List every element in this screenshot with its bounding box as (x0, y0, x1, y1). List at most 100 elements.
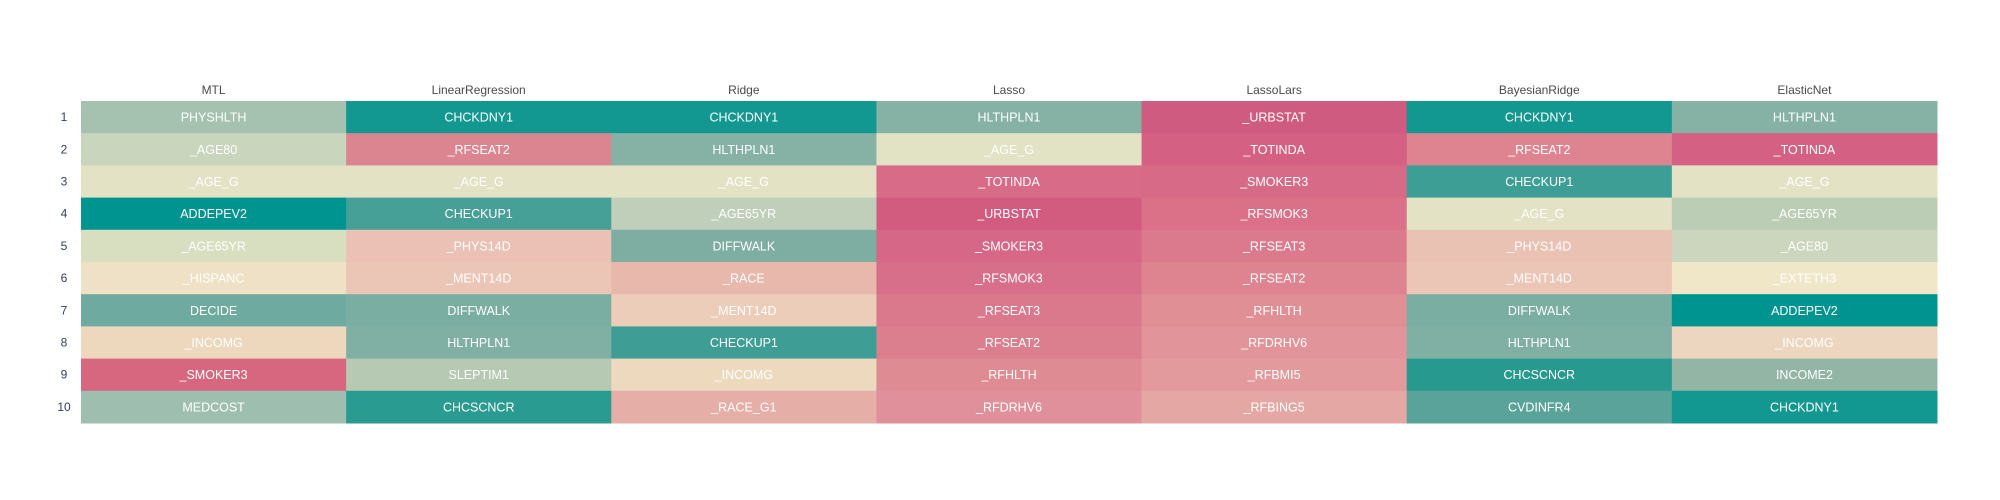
column-label-lassolars: LassoLars (1246, 83, 1301, 97)
heatmap-cell: _RFSMOK3 (876, 262, 1143, 295)
heatmap-cell-fill (1141, 229, 1408, 263)
heatmap-cell-fill (876, 229, 1143, 263)
heatmap-cell: CHCKDNY1 (1406, 101, 1673, 134)
heatmap-cell-fill (611, 326, 877, 360)
heatmap-cell-label: _AGE_G (1778, 175, 1829, 189)
heatmap-cell: _RFBING5 (1141, 390, 1408, 424)
heatmap-cell-fill (346, 262, 612, 295)
heatmap-cell-label: ADDEPEV2 (180, 207, 247, 221)
heatmap-cell-label: CVDINFR4 (1508, 400, 1571, 414)
heatmap-cell-fill (1406, 229, 1673, 263)
heatmap-cell-label: _RFSMOK3 (974, 272, 1042, 286)
heatmap-cell-label: _MENT14D (710, 304, 776, 318)
heatmap-cell: _TOTINDA (876, 165, 1143, 199)
heatmap-cell: _RACE_G1 (611, 390, 877, 424)
heatmap-cell-fill (1671, 390, 1938, 424)
heatmap-cell-fill (1141, 326, 1408, 360)
heatmap-cell-label: _RFSEAT2 (1507, 143, 1570, 157)
heatmap-cell: HLTHPLN1 (1671, 101, 1938, 134)
heatmap-cell-label: _RFSEAT2 (977, 336, 1040, 350)
heatmap-cell: _RFSEAT2 (346, 133, 612, 166)
heatmap-cell: _MENT14D (346, 262, 612, 295)
heatmap-cell-fill (81, 358, 347, 392)
heatmap-cell: SLEPTIM1 (346, 358, 612, 392)
heatmap-cell: _INCOMG (1671, 326, 1938, 360)
heatmap-cell-fill (1671, 326, 1938, 360)
heatmap-cell-fill (346, 326, 612, 360)
heatmap-cell-fill (1406, 133, 1673, 166)
heatmap-cell-fill (611, 165, 877, 199)
heatmap-cell-label: _SMOKER3 (1239, 175, 1308, 189)
heatmap-cell-fill (611, 229, 877, 263)
heatmap-cell: CHCKDNY1 (1671, 390, 1938, 424)
heatmap-cell: _PHYS14D (1406, 229, 1673, 263)
heatmap-cell-label: _AGE_G (983, 143, 1034, 157)
heatmap-cell-fill (1671, 165, 1938, 199)
heatmap-cell-label: _AGE80 (189, 143, 237, 157)
heatmap-cell-fill (876, 326, 1143, 360)
heatmap-cell: _AGE65YR (1671, 197, 1938, 231)
heatmap-cell-fill (611, 294, 877, 327)
heatmap-cell-label: _HISPANC (182, 272, 245, 286)
heatmap-cell-fill (346, 229, 612, 263)
heatmap-cell-fill (876, 197, 1143, 231)
heatmap-cell: _HISPANC (81, 262, 347, 295)
heatmap-cell-label: _AGE_G (1513, 207, 1564, 221)
heatmap-cell-fill (1141, 262, 1408, 295)
heatmap-cell: _AGE80 (1671, 229, 1938, 263)
heatmap-cell-label: _TOTINDA (977, 175, 1040, 189)
heatmap-cell: _RFSEAT2 (1406, 133, 1673, 166)
heatmap-cell: CHCKDNY1 (611, 101, 877, 134)
heatmap-cell-label: _SMOKER3 (179, 368, 248, 382)
column-labels: MTL LinearRegression Ridge Lasso LassoLars Ba… (202, 83, 1833, 97)
heatmap-cell-fill (876, 262, 1143, 295)
heatmap-cell: _TOTINDA (1671, 133, 1938, 166)
heatmap-cell-label: _RFSEAT2 (1242, 272, 1305, 286)
heatmap-cell-fill (876, 358, 1143, 392)
heatmap-cell: _RFHLTH (876, 358, 1143, 392)
heatmap-cell-fill (1406, 358, 1673, 392)
heatmap-cell-fill (346, 197, 612, 231)
heatmap-cell: CHECKUP1 (1406, 165, 1673, 199)
heatmap-cell: _RACE (611, 262, 877, 295)
heatmap-cell: _AGE_G (81, 165, 347, 199)
heatmap-cell-fill (1141, 358, 1408, 392)
heatmap-cell-label: PHYSHLTH (181, 111, 247, 125)
heatmap-cell-label: _RFSMOK3 (1239, 207, 1307, 221)
heatmap-cell-fill (1406, 165, 1673, 199)
heatmap-cell: _AGE80 (81, 133, 347, 166)
heatmap-cell-fill (1671, 133, 1938, 166)
heatmap-cell-label: ADDEPEV2 (1771, 304, 1838, 318)
heatmap-cell-fill (346, 133, 612, 166)
heatmap-cell-label: HLTHPLN1 (1773, 111, 1836, 125)
heatmap-cell-fill (611, 358, 877, 392)
heatmap-cell-fill (611, 197, 877, 231)
heatmap-cell: ADDEPEV2 (1671, 294, 1938, 327)
heatmap-cell-fill (1406, 294, 1673, 327)
heatmap-cell: CHCKDNY1 (346, 101, 612, 134)
heatmap-cell-label: HLTHPLN1 (447, 336, 510, 350)
heatmap-cell-label: HLTHPLN1 (1508, 336, 1571, 350)
heatmap-cell-label: SLEPTIM1 (448, 368, 508, 382)
heatmap-cell-fill (1406, 197, 1673, 231)
row-label-8: 8 (61, 336, 68, 350)
heatmap-cell: _TOTINDA (1141, 133, 1408, 166)
heatmap-cell: PHYSHLTH (81, 101, 347, 134)
heatmap-cell-fill (346, 294, 612, 327)
column-label-lasso: Lasso (993, 83, 1025, 97)
heatmap-cell: HLTHPLN1 (876, 101, 1143, 134)
heatmap-cell-label: _RFSEAT2 (447, 143, 510, 157)
heatmap-cell-fill (611, 262, 877, 295)
heatmap-cell: CHECKUP1 (346, 197, 612, 231)
heatmap-cell-fill (1141, 165, 1408, 199)
heatmap-cell-fill (346, 101, 612, 134)
heatmap-cell-label: _INCOMG (183, 336, 242, 350)
heatmap-cell: HLTHPLN1 (346, 326, 612, 360)
heatmap-cell: _SMOKER3 (1141, 165, 1408, 199)
heatmap-cell-label: _INCOMG (714, 368, 773, 382)
heatmap-cell-fill (81, 294, 347, 327)
heatmap-cell-fill (1141, 294, 1408, 327)
heatmap-cell-label: _RFHLTH (980, 368, 1036, 382)
row-labels: 1 2 3 4 5 6 7 8 9 10 (57, 110, 71, 414)
